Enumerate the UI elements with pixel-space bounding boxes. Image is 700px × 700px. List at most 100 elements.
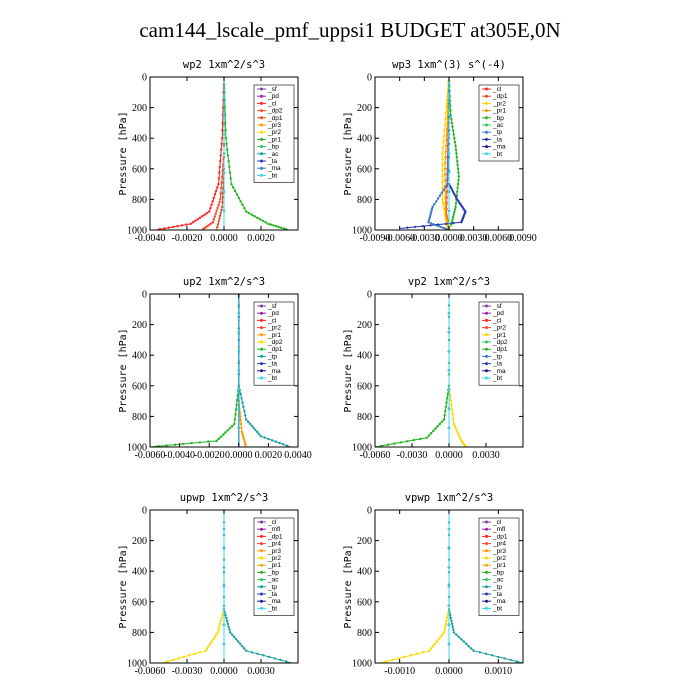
vpwp-series-markertp bbox=[465, 642, 468, 646]
up2-legend-swatch-marker bbox=[260, 347, 263, 351]
upwp-legend-swatch-marker bbox=[260, 585, 263, 589]
vpwp-series-markertp bbox=[449, 614, 452, 617]
upwp-series-markerpr2 bbox=[166, 660, 169, 663]
wp3-series-markerpr2 bbox=[441, 198, 444, 201]
upwp-legend-label: _cl bbox=[267, 519, 277, 526]
wp2-series-markerpr1 bbox=[243, 207, 246, 210]
up2-series-markerdp1 bbox=[228, 427, 232, 430]
up2-series-markerpr1 bbox=[244, 443, 247, 447]
wp2-series-markerbt bbox=[222, 190, 226, 193]
wp2-series-markerpr1 bbox=[247, 212, 251, 215]
wp2-series-markerpr1 bbox=[267, 222, 270, 226]
wp2-series-markerpr1 bbox=[230, 182, 233, 186]
vp2-series-markerpr1 bbox=[452, 422, 456, 426]
wp3-series-markerta bbox=[413, 225, 417, 229]
vpwp-series-markerpr2 bbox=[415, 652, 419, 655]
vpwp-legend-label: _bt bbox=[492, 605, 502, 612]
wp2-y-tick-label: 600 bbox=[132, 164, 147, 175]
vpwp-legend-swatch-marker bbox=[485, 534, 488, 538]
wp2-series-markerdp1 bbox=[217, 220, 220, 223]
up2-legend-label: _pr1 bbox=[267, 332, 281, 339]
wp3-series-markerbp bbox=[453, 210, 456, 214]
wp3-series-markertp bbox=[440, 225, 443, 229]
vpwp-legend-swatch-marker bbox=[485, 578, 488, 582]
wp2-series-markercl bbox=[194, 219, 197, 222]
vpwp-series-markerpr2 bbox=[384, 660, 388, 663]
wp3-series-markerta bbox=[449, 186, 453, 190]
vp2-legend-swatch-marker bbox=[485, 369, 488, 373]
wp2-series-markerdp2 bbox=[213, 215, 216, 218]
upwp-series-markertp bbox=[225, 616, 228, 620]
vpwp-legend-swatch-marker bbox=[485, 606, 488, 610]
vp2-series-markerbt bbox=[447, 311, 451, 315]
vpwp-series-markertp bbox=[515, 660, 518, 663]
vp2-y-tick-label: 600 bbox=[357, 381, 372, 392]
vp2-legend-label: _tp bbox=[492, 353, 502, 360]
up2-x-tick-label: -0.0020 bbox=[194, 450, 225, 461]
wp2-series-markercl bbox=[189, 222, 192, 226]
upwp-legend-label: _mfl bbox=[267, 526, 281, 533]
wp2-series-markercl bbox=[212, 196, 215, 200]
wp3-series-markerta bbox=[455, 196, 458, 199]
vpwp-y-tick-label: 400 bbox=[357, 567, 372, 578]
wp3-series-markerpr2 bbox=[441, 181, 444, 184]
wp2-legend-label: _pr2 bbox=[267, 129, 281, 136]
wp2-legend-label: _bt bbox=[267, 172, 277, 179]
up2-series-markerdp1 bbox=[230, 425, 234, 428]
vpwp-legend-label: _bp bbox=[492, 569, 504, 576]
upwp-x-tick-label: -0.0030 bbox=[172, 666, 203, 677]
vp2-legend-swatch-marker bbox=[485, 333, 488, 337]
wp3-legend-box bbox=[478, 84, 520, 162]
wp3-series-markerpr2 bbox=[445, 106, 448, 109]
up2-series-group bbox=[150, 294, 291, 447]
wp3-series-markerbp bbox=[457, 171, 460, 174]
wp2-x-tick-label: 0.0020 bbox=[247, 233, 275, 244]
wp3-series-markerta bbox=[450, 188, 454, 191]
vp2-series-markerpr1 bbox=[455, 429, 458, 432]
wp3-series-markerbp bbox=[455, 152, 458, 155]
wp2-series-markerdp1 bbox=[221, 205, 224, 209]
upwp-x-tick-label: 0.0030 bbox=[247, 666, 275, 677]
vpwp-series-markerbt bbox=[447, 566, 451, 569]
wp2-series-markerpr1 bbox=[253, 215, 256, 218]
wp2-legend-swatch-marker bbox=[260, 159, 263, 163]
vp2-legend-swatch-marker bbox=[485, 304, 488, 308]
wp3-series-markerta bbox=[437, 223, 440, 226]
wp2-legend-label: _dp1 bbox=[267, 115, 283, 122]
wp2-series-markerpr1 bbox=[232, 186, 235, 189]
panel-wp2: wp2 1xm^2/s^3 Pressure [hPa] 0 200 400 600 800… bbox=[118, 59, 299, 244]
upwp-series-markertp bbox=[241, 645, 244, 648]
wp3-legend-label: _tp bbox=[492, 129, 502, 136]
vpwp-legend-label: _ma bbox=[492, 598, 506, 605]
vp2-series-group bbox=[375, 294, 467, 447]
upwp-series-markertp bbox=[233, 635, 236, 639]
upwp-legend-label: _ac bbox=[267, 577, 279, 584]
vpwp-series-markertp bbox=[450, 622, 454, 625]
vpwp-series-markerbt bbox=[447, 585, 451, 588]
wp3-legend-label: _bp bbox=[492, 115, 504, 122]
vp2-series-markerdp1 bbox=[380, 444, 383, 447]
wp3-series-markerpr2 bbox=[443, 209, 446, 213]
vpwp-series-markerpr2 bbox=[437, 638, 440, 641]
wp2-series-markerpr1 bbox=[224, 129, 227, 132]
vpwp-series-markertp bbox=[450, 619, 453, 623]
wp3-series-markerbp bbox=[452, 133, 455, 136]
up2-x-tick-label: 0.0040 bbox=[284, 450, 312, 461]
vpwp-y-tick-label: 800 bbox=[357, 628, 372, 639]
vpwp-series-markerpr2 bbox=[442, 631, 446, 634]
vp2-series-linepr1 bbox=[448, 294, 467, 447]
wp2-series-markercl bbox=[185, 223, 188, 226]
wp3-legend-swatch-marker bbox=[485, 130, 488, 134]
up2-series-markertp bbox=[259, 435, 263, 438]
vpwp-legend-swatch-marker bbox=[485, 570, 488, 574]
wp3-y-tick-label: 400 bbox=[357, 134, 372, 145]
vp2-legend-swatch-marker bbox=[485, 340, 488, 344]
up2-series-markerdp1 bbox=[222, 433, 225, 436]
vp2-series-markerpr1 bbox=[449, 394, 452, 397]
vpwp-y-tick-label: 0 bbox=[367, 506, 372, 517]
vpwp-legend-swatch-marker bbox=[485, 585, 488, 589]
wp2-series-markerdp1 bbox=[218, 214, 222, 217]
wp3-legend-label: _cl bbox=[492, 86, 502, 93]
vpwp-series-markertp bbox=[472, 649, 475, 652]
vp2-legend-label: _ta bbox=[492, 361, 502, 368]
